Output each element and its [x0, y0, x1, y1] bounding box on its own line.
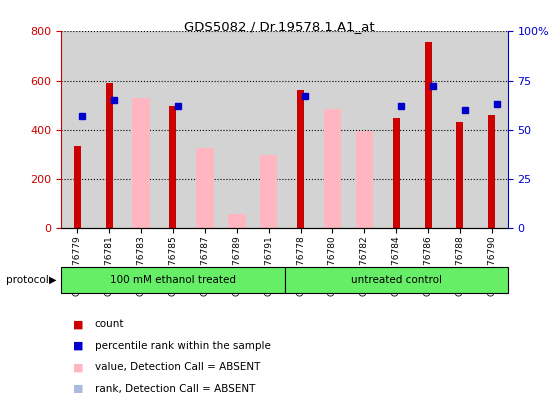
Bar: [456, 122, 464, 228]
Text: 100 mM ethanol treated: 100 mM ethanol treated: [110, 275, 236, 285]
Text: ■: ■: [73, 341, 83, 351]
Bar: [105, 83, 113, 228]
Bar: [285, 267, 508, 293]
Text: ▶: ▶: [49, 275, 57, 285]
Bar: [425, 42, 431, 228]
Text: count: count: [95, 319, 124, 329]
Text: untreated control: untreated control: [350, 275, 442, 285]
Text: rank, Detection Call = ABSENT: rank, Detection Call = ABSENT: [95, 384, 255, 393]
Text: GDS5082 / Dr.19578.1.A1_at: GDS5082 / Dr.19578.1.A1_at: [184, 20, 374, 33]
Bar: [61, 267, 285, 293]
Bar: [170, 107, 176, 228]
Text: protocol: protocol: [6, 275, 49, 285]
Text: percentile rank within the sample: percentile rank within the sample: [95, 341, 271, 351]
Bar: [260, 156, 277, 228]
Bar: [393, 118, 400, 228]
Text: value, Detection Call = ABSENT: value, Detection Call = ABSENT: [95, 362, 260, 373]
Text: ■: ■: [73, 362, 83, 373]
Bar: [488, 115, 496, 228]
Bar: [355, 131, 373, 228]
Bar: [228, 215, 246, 228]
Bar: [132, 98, 150, 228]
Bar: [74, 146, 81, 228]
Bar: [297, 90, 304, 228]
Bar: [324, 109, 341, 228]
Text: ■: ■: [73, 384, 83, 393]
Bar: [196, 148, 214, 228]
Text: ■: ■: [73, 319, 83, 329]
